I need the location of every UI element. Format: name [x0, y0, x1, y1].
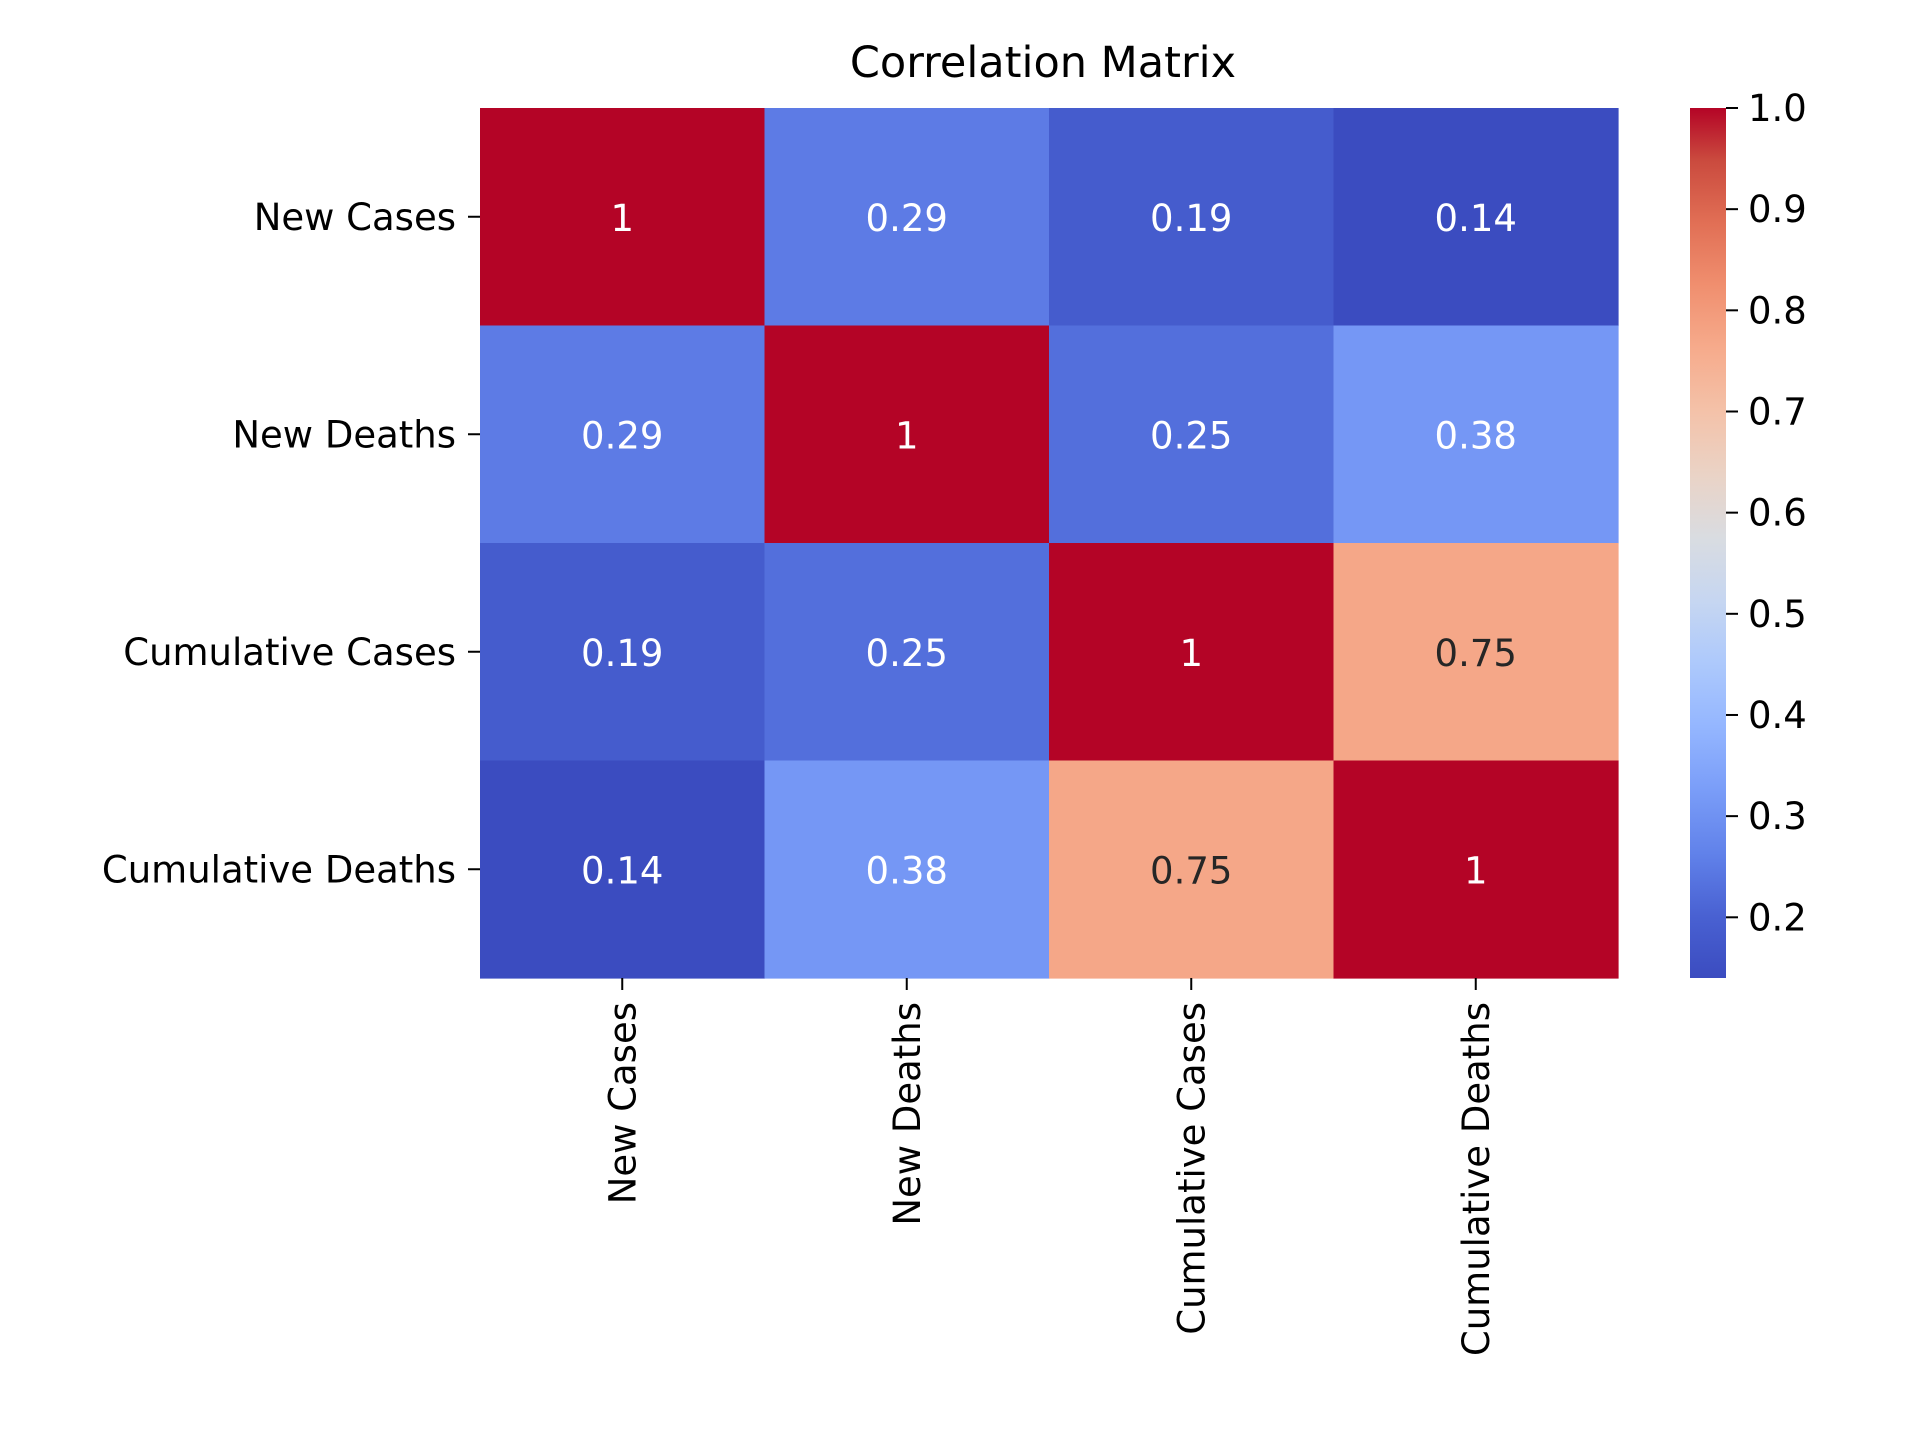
cell-value-label: 0.29: [581, 414, 663, 457]
colorbar-tick-label: 0.8: [1748, 289, 1807, 332]
cell-value-label: 1: [1179, 632, 1203, 675]
colorbar-tick-label: 0.4: [1748, 694, 1807, 737]
x-tick-label: New Deaths: [886, 1002, 929, 1226]
colorbar-tick-label: 0.9: [1748, 188, 1807, 231]
colorbar-tick-label: 0.7: [1748, 390, 1807, 433]
cell-value-label: 0.14: [1435, 197, 1517, 240]
cell-value-label: 0.29: [866, 197, 948, 240]
cell-value-label: 1: [1464, 849, 1488, 892]
y-tick-label: New Cases: [254, 196, 456, 239]
heatmap-cell: [480, 543, 766, 762]
cell-value-label: 0.25: [866, 632, 948, 675]
colorbar-ticks: 0.2 0.3 0.4 0.5 0.6 0.7 0.8 0.9 1.0: [1726, 87, 1807, 939]
heatmap-cell: [1333, 325, 1619, 544]
heatmap-cells: [480, 108, 1619, 979]
heatmap-cell: [1333, 760, 1619, 979]
cell-value-label: 1: [895, 414, 919, 457]
colorbar-tick-label: 0.3: [1748, 795, 1807, 838]
heatmap-cell: [480, 760, 766, 979]
y-axis-tick-labels: New Cases New Deaths Cumulative Cases Cumul…: [102, 196, 480, 891]
colorbar-tick-label: 0.5: [1748, 593, 1807, 636]
colorbar-tick-label: 0.6: [1748, 492, 1807, 535]
cell-value-label: 0.75: [1435, 632, 1517, 675]
heatmap-cell: [1333, 108, 1619, 327]
chart-title: Correlation Matrix: [850, 38, 1236, 88]
colorbar-tick-label: 1.0: [1748, 87, 1807, 130]
x-tick-label: Cumulative Deaths: [1455, 1002, 1498, 1356]
heatmap-annotations: 1 0.29 0.19 0.14 0.29 1 0.25 0.38 0.19 0.25 1 0.75 0…: [581, 197, 1517, 893]
heatmap-cell: [764, 543, 1050, 762]
x-tick-label: Cumulative Cases: [1170, 1002, 1213, 1335]
colorbar-tick-label: 0.2: [1748, 896, 1807, 939]
heatmap-cell: [1049, 108, 1335, 327]
cell-value-label: 0.75: [1150, 849, 1232, 892]
cell-value-label: 0.38: [866, 849, 948, 892]
y-tick-label: Cumulative Deaths: [102, 848, 456, 891]
y-tick-label: Cumulative Cases: [123, 631, 456, 674]
heatmap-cell: [1049, 543, 1335, 762]
x-tick-label: New Cases: [601, 1002, 644, 1204]
colorbar: [1690, 108, 1726, 978]
y-tick-label: New Deaths: [232, 413, 456, 456]
heatmap-cell: [480, 108, 766, 327]
heatmap-cell: [764, 760, 1050, 979]
heatmap-cell: [1049, 325, 1335, 544]
cell-value-label: 0.14: [581, 849, 663, 892]
cell-value-label: 0.19: [581, 632, 663, 675]
cell-value-label: 0.25: [1150, 414, 1232, 457]
heatmap-cell: [764, 108, 1050, 327]
heatmap-cell: [480, 325, 766, 544]
x-axis-tick-labels: New Cases New Deaths Cumulative Cases Cumul…: [601, 978, 1498, 1356]
cell-value-label: 1: [610, 197, 634, 240]
cell-value-label: 0.38: [1435, 414, 1517, 457]
heatmap-cell: [764, 325, 1050, 544]
heatmap-cell: [1049, 760, 1335, 979]
cell-value-label: 0.19: [1150, 197, 1232, 240]
heatmap-cell: [1333, 543, 1619, 762]
